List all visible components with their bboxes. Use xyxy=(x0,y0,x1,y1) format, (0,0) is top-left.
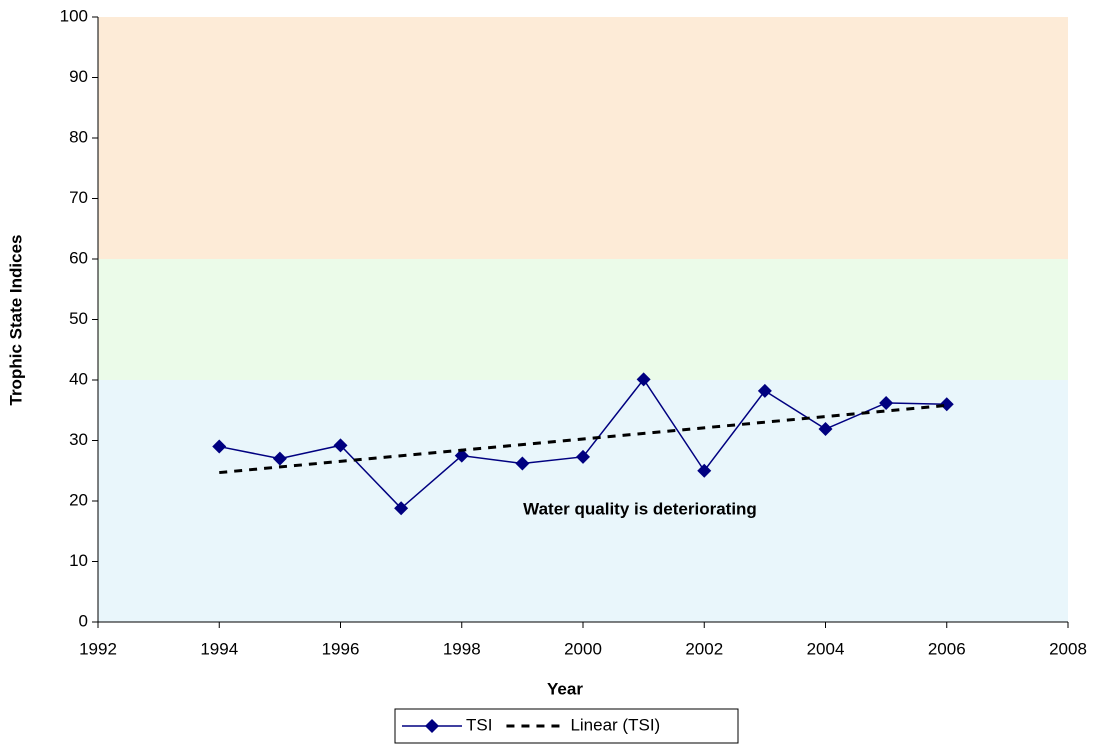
data-point xyxy=(757,383,772,398)
y-tick-label: 70 xyxy=(69,188,88,207)
x-tick-label: 2006 xyxy=(928,639,966,658)
x-tick-label: 1996 xyxy=(322,639,360,658)
y-tick-label: 0 xyxy=(79,611,88,630)
y-tick-label: 10 xyxy=(69,551,88,570)
y-tick-label: 90 xyxy=(69,67,88,86)
data-point xyxy=(576,449,590,464)
zone-band xyxy=(98,17,1068,259)
y-tick-label: 60 xyxy=(69,248,88,267)
legend-label: Linear (TSI) xyxy=(570,715,660,734)
data-point xyxy=(879,395,894,410)
y-tick-label: 30 xyxy=(69,430,88,449)
x-tick-label: 2002 xyxy=(685,639,723,658)
data-point xyxy=(818,422,833,437)
y-axis-label: Trophic State Indices xyxy=(6,235,25,406)
x-tick-label: 1994 xyxy=(200,639,238,658)
y-tick-label: 100 xyxy=(60,6,88,25)
y-tick-label: 40 xyxy=(69,369,88,388)
y-tick-label: 20 xyxy=(69,490,88,509)
data-point xyxy=(212,439,227,454)
annotation: Water quality is deteriorating xyxy=(523,499,757,518)
legend-label: TSI xyxy=(466,715,492,734)
series-line xyxy=(219,403,947,475)
y-tick-label: 50 xyxy=(69,309,88,328)
legend-marker xyxy=(425,719,439,733)
data-point xyxy=(939,397,954,412)
x-axis-label: Year xyxy=(547,679,583,698)
data-point xyxy=(333,438,348,453)
zone-band xyxy=(98,380,1068,622)
data-point xyxy=(515,456,530,471)
data-point xyxy=(636,372,651,387)
x-tick-label: 2008 xyxy=(1049,639,1087,658)
data-point xyxy=(697,463,712,478)
y-tick-label: 80 xyxy=(69,127,88,146)
data-point xyxy=(394,501,409,516)
x-tick-label: 1992 xyxy=(79,639,117,658)
data-point xyxy=(454,448,469,463)
zone-band xyxy=(98,259,1068,380)
x-tick-label: 2004 xyxy=(807,639,845,658)
data-point xyxy=(272,451,287,466)
x-tick-label: 2000 xyxy=(564,639,602,658)
x-tick-label: 1998 xyxy=(443,639,481,658)
